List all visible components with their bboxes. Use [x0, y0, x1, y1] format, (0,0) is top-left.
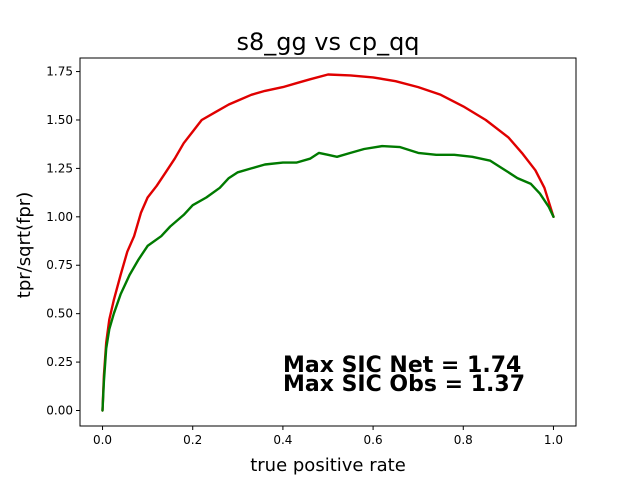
x-tick-label: 0.6 [364, 433, 383, 447]
y-tick-label: 0.00 [46, 404, 73, 418]
series-line-0 [101, 73, 555, 412]
plot-area: 0.0 0.2 0.4 0.6 0.8 1.0 0.00 0.25 0.50 0.75 1.00 1.… [46, 57, 577, 447]
x-tick-label: 0.4 [273, 433, 292, 447]
annotation-max-sic-obs: Max SIC Obs = 1.37 [283, 372, 525, 397]
y-tick-label: 1.00 [46, 210, 73, 224]
x-tick-label: 0.0 [93, 433, 112, 447]
x-axis-label: true positive rate [250, 455, 406, 476]
y-tick-label: 0.50 [46, 307, 73, 321]
y-tick-label: 1.50 [46, 113, 73, 127]
x-tick-label: 0.8 [454, 433, 473, 447]
axes-frame [79, 57, 577, 427]
x-tick-label: 1.0 [544, 433, 563, 447]
y-tick-label: 1.75 [46, 65, 73, 79]
y-tick-label: 1.25 [46, 161, 73, 175]
series-line-1 [101, 144, 555, 412]
chart-title: s8_gg vs cp_qq [236, 28, 419, 56]
y-tick-label: 0.75 [46, 258, 73, 272]
y-axis-label: tpr/sqrt(fpr) [14, 192, 35, 298]
annotation-max-sic-net: Max SIC Net = 1.74 [283, 353, 521, 378]
y-tick-label: 0.25 [46, 355, 73, 369]
x-tick-label: 0.2 [183, 433, 202, 447]
